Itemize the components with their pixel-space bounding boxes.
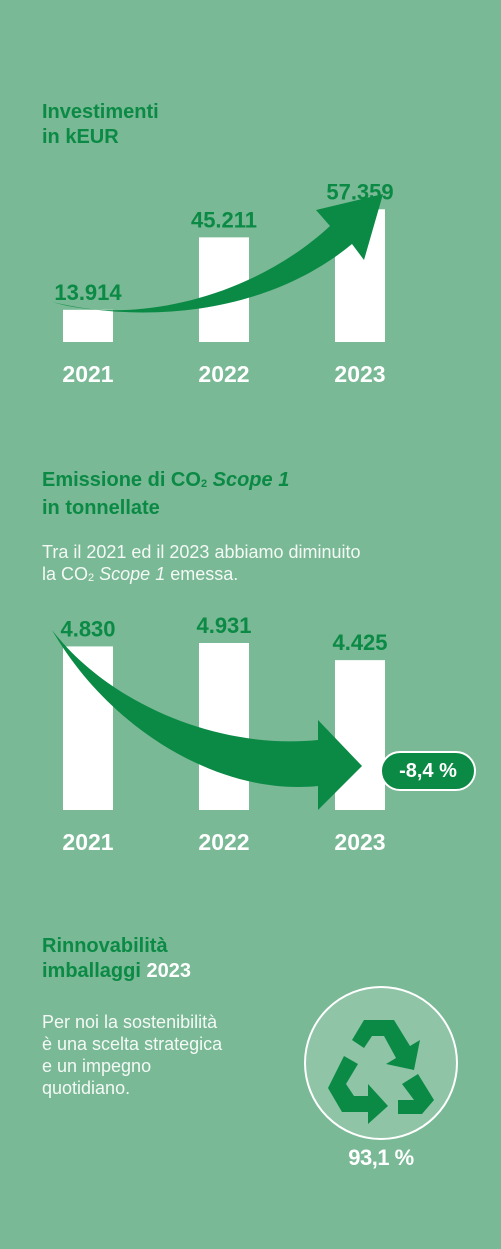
- packaging-desc-line: quotidiano.: [42, 1078, 131, 1098]
- recycle-circle: [304, 986, 458, 1140]
- packaging-title-line2: imballaggi: [42, 960, 141, 982]
- emissions-title-sub: 2: [200, 478, 208, 490]
- tick-label: 2022: [198, 829, 249, 855]
- packaging-title: Rinnovabilità imballaggi 2023: [42, 934, 191, 984]
- emissions-desc-italic: Scope 1: [99, 564, 166, 584]
- packaging-title-line1: Rinnovabilità: [42, 935, 168, 957]
- tick-label: 2021: [62, 829, 113, 855]
- emissions-title-italic: Scope 1: [212, 469, 290, 491]
- emissions-desc-suffix: emessa.: [170, 564, 239, 584]
- recycle-icon: [328, 1020, 434, 1124]
- tick-label: 2022: [198, 361, 249, 387]
- tick-label: 2021: [62, 361, 113, 387]
- value-label: 4.931: [196, 613, 251, 638]
- bar-2021: [63, 309, 113, 342]
- emissions-change-badge: -8,4 %: [380, 751, 476, 791]
- value-label: 45.211: [191, 207, 257, 232]
- packaging-desc-line: e un impegno: [42, 1056, 152, 1076]
- investments-title-line2: in kEUR: [42, 126, 119, 148]
- emissions-title-prefix: Emissione di CO: [42, 469, 201, 491]
- tick-label: 2023: [334, 829, 385, 855]
- emissions-title: Emissione di CO2 Scope 1 in tonnellate: [42, 468, 289, 521]
- bar-2023: [335, 660, 385, 810]
- packaging-description: Per noi la sostenibilità è una scelta st…: [42, 1011, 222, 1099]
- emissions-title-line2: in tonnellate: [42, 497, 160, 519]
- value-label: 4.830: [60, 616, 115, 641]
- trend-up-arrow: [52, 194, 383, 313]
- emissions-desc-sub: 2: [88, 572, 95, 584]
- value-label: 13.914: [54, 280, 122, 305]
- packaging-title-year: 2023: [146, 960, 191, 982]
- value-label: 4.425: [332, 630, 387, 655]
- packaging-percent: 93,1 %: [348, 1145, 414, 1170]
- emissions-description: Tra il 2021 ed il 2023 abbiamo diminuito…: [42, 541, 361, 588]
- packaging-desc-line: Per noi la sostenibilità: [42, 1012, 218, 1032]
- tick-label: 2023: [334, 361, 385, 387]
- trend-down-arrow: [52, 630, 362, 810]
- packaging-desc-line: è una scelta strategica: [42, 1034, 223, 1054]
- investments-title: Investimenti in kEUR: [42, 100, 159, 150]
- emissions-bar-chart: 4.830 2021 4.931 2022 4.425 2023: [52, 613, 388, 855]
- emissions-desc-line1: Tra il 2021 ed il 2023 abbiamo diminuito: [42, 542, 361, 562]
- investments-title-line1: Investimenti: [42, 101, 159, 123]
- bar-2022: [199, 642, 249, 810]
- emissions-desc-prefix: la CO: [42, 564, 89, 584]
